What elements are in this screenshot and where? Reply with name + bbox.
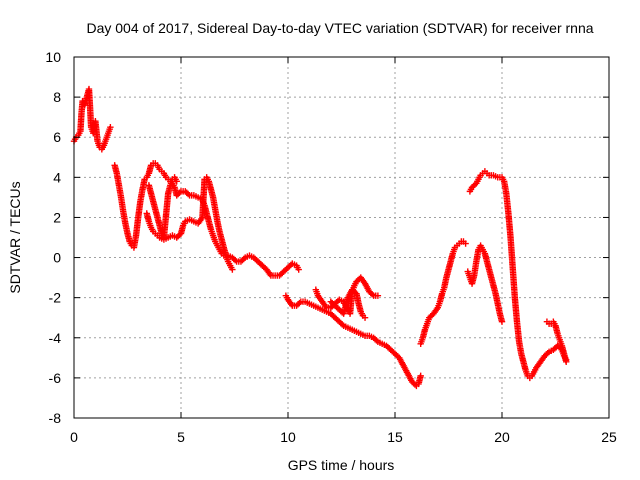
y-axis-label: SDTVAR / TECUs — [7, 181, 23, 293]
x-tick-label: 10 — [280, 429, 296, 445]
plot-frame — [73, 56, 610, 419]
x-axis-label: GPS time / hours — [288, 457, 395, 473]
data-point-interp — [240, 255, 247, 263]
y-tick-label: -4 — [49, 330, 62, 346]
data-point — [229, 266, 236, 273]
data-point — [462, 240, 469, 247]
data-point — [361, 314, 369, 321]
y-tick-label: 2 — [53, 209, 61, 225]
data-point-interp — [184, 190, 192, 198]
x-tick-label: 25 — [601, 429, 617, 445]
data-point-interp — [232, 257, 239, 264]
data-point — [107, 123, 114, 131]
y-tick-label: -2 — [49, 290, 62, 306]
data-point-interp — [471, 181, 479, 188]
data-point — [498, 318, 506, 325]
y-tick-label: 6 — [53, 129, 61, 145]
y-tick-label: 0 — [53, 250, 61, 266]
y-tick-label: 10 — [45, 49, 61, 65]
y-tick-label: -6 — [49, 370, 62, 386]
data-point — [295, 266, 302, 273]
data-point-interp — [176, 189, 183, 196]
data-point-interp — [373, 337, 380, 344]
axis-ticks: -8 -6 -4 -2 0 2 4 6 8 10 0 5 10 15 20 25 — [45, 49, 617, 445]
chart-title: Day 004 of 2017, Sidereal Day-to-day VTE… — [86, 20, 593, 36]
y-tick-label: -8 — [49, 410, 62, 426]
x-tick-label: 0 — [70, 429, 78, 445]
data-point — [563, 358, 570, 366]
y-tick-label: 4 — [53, 169, 61, 185]
data-marks — [70, 85, 570, 390]
data-point-interp — [368, 291, 376, 298]
data-point — [173, 178, 180, 185]
y-tick-label: 8 — [53, 89, 61, 105]
x-tick-label: 15 — [387, 429, 403, 445]
x-tick-label: 5 — [177, 429, 185, 445]
grid-lines — [74, 57, 609, 418]
data-point-interp — [339, 321, 346, 328]
data-point-interp — [296, 299, 303, 307]
data-point-interp — [544, 349, 551, 357]
data-point — [417, 372, 424, 380]
x-tick-label: 20 — [494, 429, 510, 445]
data-point — [374, 292, 382, 299]
